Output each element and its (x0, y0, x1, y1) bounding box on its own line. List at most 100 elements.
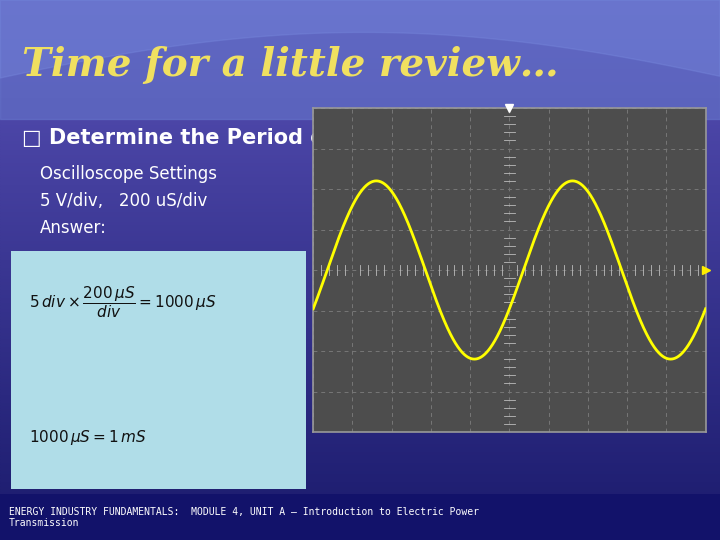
Bar (0, 130, 720, 132)
Bar (0, 346, 720, 348)
Bar (0, 146, 720, 148)
Bar (0, 381, 720, 383)
Bar (0, 216, 720, 219)
Bar (0, 49, 720, 51)
Bar (0, 43, 720, 46)
Bar (0, 208, 720, 211)
Bar (0, 329, 720, 332)
Bar (0, 410, 720, 413)
Bar (0, 194, 720, 197)
Bar (0, 154, 720, 157)
Text: □ Determine the Period of the signal: □ Determine the Period of the signal (22, 127, 457, 148)
Bar (0, 151, 720, 154)
Bar (0, 103, 720, 105)
Bar (0, 192, 720, 194)
Bar (0, 108, 720, 111)
Bar (0, 35, 720, 38)
Bar (0, 246, 720, 248)
Bar (0, 319, 720, 321)
Bar (0, 27, 720, 30)
Bar (0, 516, 720, 518)
Bar (0, 486, 720, 489)
Bar (0, 213, 720, 216)
Bar (0, 489, 720, 491)
Bar (0, 332, 720, 335)
Bar (0, 240, 720, 243)
Bar (0, 105, 720, 108)
Bar (0, 502, 720, 505)
Bar (0, 284, 720, 286)
Bar (0, 148, 720, 151)
Bar (0, 383, 720, 386)
Bar (0, 76, 720, 78)
Bar (0, 472, 720, 475)
Bar (0, 181, 720, 184)
Bar (0, 275, 720, 278)
Bar (0, 86, 720, 89)
Bar (0, 78, 720, 81)
Bar (0, 429, 720, 432)
Bar (0, 491, 720, 494)
Bar (0, 124, 720, 127)
Bar (0, 286, 720, 289)
Bar (0, 462, 720, 464)
FancyBboxPatch shape (11, 251, 306, 489)
Bar (0, 176, 720, 178)
Bar (0, 143, 720, 146)
Bar (0, 443, 720, 445)
Text: $5\,div\times\dfrac{200\,\mu S}{div}=1000\,\mu S$: $5\,div\times\dfrac{200\,\mu S}{div}=100… (29, 285, 217, 320)
Bar (0, 343, 720, 346)
Bar (0, 400, 720, 402)
Bar (0, 205, 720, 208)
Bar (0, 184, 720, 186)
Bar (0, 92, 720, 94)
Bar (0, 51, 720, 54)
Bar (0, 38, 720, 40)
Text: 5 V/div,   200 uS/div: 5 V/div, 200 uS/div (40, 192, 207, 210)
Bar (0, 186, 720, 189)
Bar (0, 421, 720, 424)
Bar (0, 140, 720, 143)
Bar (0, 119, 720, 122)
Bar (0, 211, 720, 213)
Bar (0, 481, 720, 483)
Bar (0, 54, 720, 57)
Bar (0, 122, 720, 124)
Bar (0, 273, 720, 275)
Bar (0, 227, 720, 229)
Bar (0, 248, 720, 251)
Bar (0, 354, 720, 356)
Bar (0, 265, 720, 267)
Bar (0, 178, 720, 181)
Bar (0, 292, 720, 294)
Text: $1000\,\mu S=1\,mS$: $1000\,\mu S=1\,mS$ (29, 428, 146, 447)
Bar (0, 464, 720, 467)
Bar (0, 467, 720, 470)
Bar (0, 162, 720, 165)
Bar (0, 262, 720, 265)
Bar (0, 370, 720, 373)
Bar (0, 235, 720, 238)
Bar (0, 456, 720, 459)
Bar (0, 81, 720, 84)
Bar (0, 483, 720, 486)
Bar (0, 310, 720, 313)
Bar (0, 97, 720, 100)
Bar (0, 308, 720, 310)
Bar (0, 32, 720, 35)
Bar (0, 475, 720, 478)
Bar (0, 359, 720, 362)
Bar (0, 22, 720, 24)
Bar (0, 305, 720, 308)
Bar (0, 518, 720, 521)
Bar (0, 451, 720, 454)
Bar (0, 454, 720, 456)
Bar (0, 0, 720, 3)
Bar (0, 494, 720, 497)
Bar (0, 535, 720, 537)
Bar (0, 221, 720, 224)
Bar (0, 57, 720, 59)
Bar (0, 16, 720, 19)
Text: Oscilloscope Settings: Oscilloscope Settings (40, 165, 217, 183)
Bar (0, 408, 720, 410)
